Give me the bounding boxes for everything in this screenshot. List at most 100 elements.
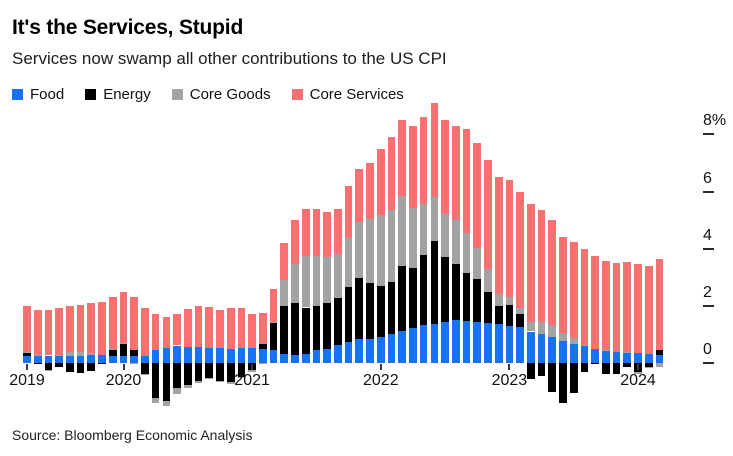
bar-segment-core-goods — [162, 400, 171, 407]
bar-segment-food — [580, 346, 589, 363]
bar-segment-food — [119, 356, 128, 363]
bar-segment-food — [269, 349, 278, 363]
bar-segment-core-services — [398, 120, 407, 196]
legend-item-core-goods: Core Goods — [171, 86, 271, 103]
bar-segment-energy — [430, 241, 439, 325]
y-axis-label: 4 — [703, 226, 712, 244]
bar-segment-core-services — [312, 208, 321, 256]
bar-segment-energy — [216, 363, 224, 382]
bar-segment-energy — [23, 352, 31, 357]
bar-segment-core-goods — [644, 366, 653, 369]
bar-segment-energy — [569, 363, 578, 393]
bar-segment-core-goods — [301, 256, 310, 308]
bar-segment-food — [33, 355, 42, 363]
bar-segment-core-goods — [130, 363, 139, 364]
source-credit: Source: Bloomberg Economic Analysis — [12, 427, 253, 443]
bar-segment-energy — [409, 268, 417, 329]
bar-segment-core-services — [23, 305, 31, 352]
bar-segment-core-goods — [151, 398, 160, 404]
bar-segment-food — [108, 356, 117, 363]
bar-segment-core-goods — [291, 264, 299, 303]
bar-segment-food — [591, 348, 600, 363]
bar-segment-food — [473, 322, 482, 363]
y-axis-label: 6 — [703, 169, 712, 187]
bar-segment-core-services — [194, 306, 203, 348]
bar-segment-core-services — [173, 314, 181, 346]
bar-segment-core-goods — [119, 343, 128, 345]
bar-segment-core-goods — [216, 381, 224, 383]
x-axis-year-label: 2019 — [9, 372, 45, 389]
bar-segment-core-services — [269, 288, 278, 322]
bar-segment-food — [98, 355, 106, 363]
bar-segment-food — [237, 347, 246, 363]
bar-segment-core-goods — [451, 220, 460, 264]
bar-segment-core-goods — [66, 351, 74, 357]
legend-label-core-goods: Core Goods — [189, 86, 271, 103]
x-axis-tick — [379, 364, 382, 370]
bar-segment-food — [23, 356, 31, 363]
bar-segment-energy — [655, 350, 664, 355]
core-goods-legend-swatch-icon — [171, 89, 183, 100]
bar-segment-core-services — [494, 177, 503, 294]
bar-segment-food — [312, 349, 321, 363]
bar-segment-core-goods — [655, 363, 664, 368]
x-axis-tick — [26, 364, 28, 370]
y-axis-label: 0 — [703, 341, 712, 358]
bar-segment-core-services — [237, 307, 246, 348]
bar-segment-core-goods — [623, 352, 632, 353]
x-axis-year-label: 2022 — [363, 372, 399, 389]
bar-segment-core-services — [33, 310, 42, 355]
bar-segment-core-goods — [537, 321, 546, 334]
bar-segment-energy — [291, 303, 299, 355]
bar-segment-core-goods — [55, 355, 64, 357]
legend-item-core-services: Core Services — [291, 86, 404, 103]
bar-segment-energy — [387, 281, 396, 335]
bar-segment-energy — [516, 314, 524, 328]
bar-segment-food — [537, 333, 546, 363]
bar-segment-energy — [559, 363, 567, 403]
bar-segment-food — [441, 322, 449, 363]
food-legend-swatch-icon — [12, 89, 23, 100]
bar-segment-energy — [398, 265, 407, 331]
x-axis-tick — [508, 364, 511, 370]
bar-segment-energy — [323, 303, 332, 349]
bar-segment-core-services — [55, 307, 64, 355]
legend-label-core-services: Core Services — [309, 86, 404, 103]
bar-segment-food — [419, 325, 428, 363]
bar-segment-energy — [312, 305, 321, 350]
bar-segment-core-goods — [602, 349, 610, 351]
bar-segment-core-services — [441, 120, 449, 215]
bar-segment-core-goods — [387, 210, 396, 282]
bar-segment-food — [409, 328, 417, 363]
bar-segment-core-services — [484, 160, 492, 269]
bar-segment-food — [505, 325, 514, 363]
bar-segment-food — [130, 356, 139, 363]
bar-segment-core-goods — [269, 321, 278, 324]
bar-segment-core-services — [409, 125, 417, 209]
bar-segment-core-services — [334, 208, 342, 254]
bar-segment-core-goods — [323, 257, 332, 303]
bar-segment-food — [569, 344, 578, 363]
bar-segment-core-services — [419, 117, 428, 204]
bar-segment-food — [205, 347, 214, 363]
x-axis-year-label: 2024 — [620, 372, 656, 389]
legend-label-energy: Energy — [103, 86, 151, 103]
bar-segment-core-services — [66, 305, 74, 352]
bar-segment-food — [644, 354, 653, 363]
bar-segment-core-services — [462, 128, 471, 234]
bar-segment-core-goods — [280, 279, 289, 307]
bar-segment-food — [484, 323, 492, 363]
bar-segment-energy — [473, 279, 482, 323]
bar-segment-core-services — [76, 304, 85, 353]
bar-segment-core-goods — [23, 351, 31, 353]
bar-segment-energy — [66, 363, 74, 372]
bar-segment-core-services — [344, 185, 353, 239]
x-axis-year-label: 2023 — [491, 372, 528, 389]
bar-segment-core-goods — [376, 215, 385, 286]
bar-segment-food — [494, 324, 503, 363]
bar-segment-core-goods — [441, 214, 449, 258]
bar-segment-core-services — [591, 256, 600, 349]
bar-segment-core-goods — [409, 208, 417, 269]
bar-segment-core-services — [644, 266, 653, 355]
